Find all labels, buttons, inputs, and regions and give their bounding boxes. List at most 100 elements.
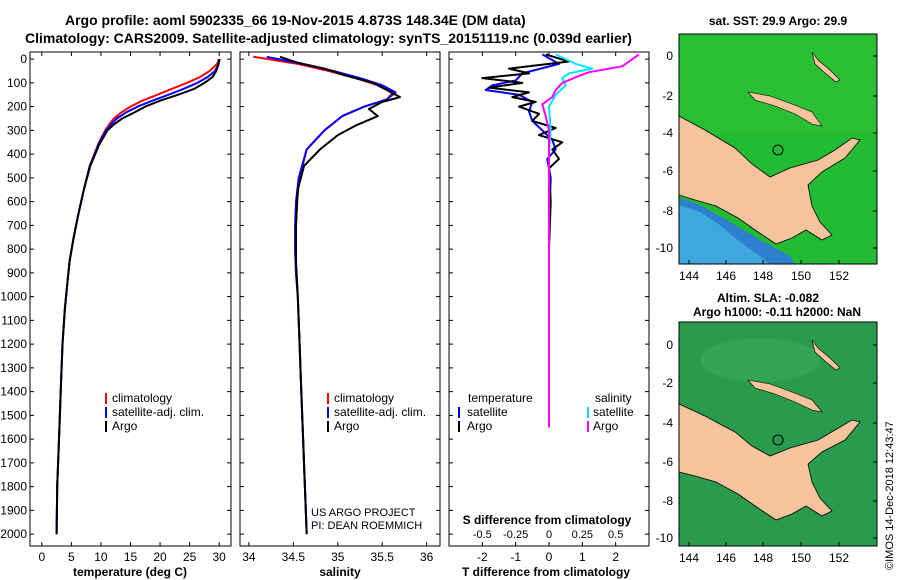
sst-land-new-britain bbox=[747, 91, 823, 127]
x-tick-label: 2 bbox=[612, 550, 619, 564]
legend-argo-label: Argo bbox=[112, 419, 138, 433]
x-tick-label: 0 bbox=[546, 550, 553, 564]
x-tick-label: 25 bbox=[183, 550, 197, 564]
depth-tick-label: 800 bbox=[7, 242, 27, 256]
salinity-legend: climatology satellite-adj. clim. Argo bbox=[327, 391, 426, 433]
depth-tick-label: 1500 bbox=[0, 408, 27, 422]
x-tick-label: 0 bbox=[38, 550, 45, 564]
figure-title-line1: Argo profile: aoml 5902335_66 19-Nov-201… bbox=[65, 12, 526, 28]
project-credit: US ARGO PROJECT bbox=[311, 507, 416, 519]
map-lat-label: 0 bbox=[666, 49, 673, 63]
difference-top-xlabel: S difference from climatology bbox=[463, 513, 632, 527]
map-lat-label: -2 bbox=[662, 376, 673, 390]
imos-watermark: ©IMOS 14-Dec-2018 12:43:47 bbox=[884, 421, 896, 570]
depth-axis: 0 100 200 300 400 500 600 700 800 900 1000 1100 1200… bbox=[0, 52, 27, 541]
series-line-argo bbox=[279, 55, 401, 535]
depth-tick-label: 400 bbox=[7, 147, 27, 161]
depth-tick-label: 1100 bbox=[1, 313, 27, 327]
depth-tick-label: 1800 bbox=[0, 480, 27, 494]
depth-tick-label: 600 bbox=[7, 195, 27, 209]
sla-map-frame bbox=[678, 321, 878, 547]
map-lon-label: 150 bbox=[791, 551, 811, 565]
top-x-tick-label: -0.25 bbox=[503, 529, 528, 541]
x-tick-label: 15 bbox=[124, 550, 138, 564]
map-lon-label: 144 bbox=[679, 269, 699, 283]
series-line-argo bbox=[55, 59, 220, 535]
x-tick-label: 34.5 bbox=[282, 550, 306, 564]
figure-title-line2: Climatology: CARS2009. Satellite-adjuste… bbox=[25, 30, 632, 46]
top-x-tick-label: 0.5 bbox=[608, 529, 623, 541]
sla-map bbox=[678, 321, 878, 547]
pi-credit: PI: DEAN ROEMMICH bbox=[311, 520, 422, 532]
sst-map bbox=[678, 33, 878, 265]
map-lon-label: 148 bbox=[753, 269, 773, 283]
x-tick-label: -1 bbox=[510, 550, 521, 564]
difference-xlabel: T difference from climatology bbox=[462, 565, 630, 579]
sst-map-frame bbox=[678, 33, 878, 265]
depth-tick-label: 1400 bbox=[0, 385, 27, 399]
depth-tick-label: 500 bbox=[7, 171, 27, 185]
series-line-salinity-satellite bbox=[548, 53, 594, 428]
x-tick-label: 1 bbox=[579, 550, 586, 564]
sla-land-new-guinea bbox=[678, 403, 861, 521]
legend-clim-label: climatology bbox=[112, 391, 172, 405]
map-lon-label: 146 bbox=[716, 551, 736, 565]
sla-land-new-ireland bbox=[811, 339, 841, 371]
map-lon-label: 152 bbox=[829, 551, 849, 565]
map-lat-label: -2 bbox=[662, 89, 673, 103]
map-lat-label: 0 bbox=[666, 338, 673, 352]
sst-cool-water-patch2 bbox=[679, 205, 770, 264]
legend-argo-label: Argo bbox=[334, 419, 360, 433]
sst-land-new-guinea bbox=[678, 115, 861, 245]
map-lat-label: -4 bbox=[662, 416, 673, 430]
map-ticks: 144 146 148 150 152 0 -2 -4 -6 -8 -10 144 146 148 150 1… bbox=[656, 49, 877, 565]
depth-tick-label: 200 bbox=[7, 100, 27, 114]
series-line-satellite-adj-clim- bbox=[266, 55, 397, 535]
depth-tick-label: 1300 bbox=[0, 361, 27, 375]
x-tick-label: 20 bbox=[153, 550, 167, 564]
map-lon-label: 144 bbox=[679, 551, 699, 565]
depth-tick-label: 300 bbox=[7, 123, 27, 137]
difference-legend: temperature satellite Argo salinity sate… bbox=[458, 391, 634, 433]
legend-clim-label: climatology bbox=[334, 391, 394, 405]
series-line-salinity-argo bbox=[541, 53, 640, 428]
depth-tick-label: 0 bbox=[20, 52, 27, 66]
sst-argo-location-marker bbox=[772, 144, 784, 156]
sla-map-title-line2: Argo h1000: -0.11 h2000: NaN bbox=[693, 305, 861, 319]
depth-tick-label: 900 bbox=[7, 266, 27, 280]
legend-diff-sal-heading: salinity bbox=[595, 391, 632, 405]
sst-land-new-ireland bbox=[811, 51, 841, 83]
sla-argo-location-marker bbox=[772, 434, 784, 446]
legend-diff-temp-argo-label: Argo bbox=[467, 419, 493, 433]
sla-map-title-line1: Altim. SLA: -0.082 bbox=[717, 291, 819, 305]
salinity-plot: 34 34.5 35 35.5 36 bbox=[240, 52, 440, 564]
map-lat-label: -10 bbox=[656, 241, 674, 255]
depth-tick-label: 2000 bbox=[0, 527, 27, 541]
depth-tick-label: 700 bbox=[7, 218, 27, 232]
sst-map-title: sat. SST: 29.9 Argo: 29.9 bbox=[709, 14, 848, 28]
x-tick-label: 35 bbox=[331, 550, 345, 564]
top-x-tick-label: 0.25 bbox=[572, 529, 593, 541]
legend-diff-temp-heading: temperature bbox=[468, 391, 533, 405]
depth-tick-label: 100 bbox=[7, 76, 27, 90]
map-lat-label: -6 bbox=[662, 164, 673, 178]
legend-diff-temp-sat-label: satellite bbox=[467, 405, 508, 419]
top-x-tick-label: -0.5 bbox=[473, 529, 492, 541]
legend-sat-label: satellite-adj. clim. bbox=[334, 405, 426, 419]
depth-tick-label: 1200 bbox=[0, 337, 27, 351]
map-lat-label: -4 bbox=[662, 126, 673, 140]
temperature-legend: climatology satellite-adj. clim. Argo bbox=[105, 391, 204, 433]
x-tick-label: 36 bbox=[420, 550, 434, 564]
x-tick-label: -2 bbox=[477, 550, 488, 564]
map-lat-label: -6 bbox=[662, 455, 673, 469]
sla-land-new-britain bbox=[747, 379, 823, 413]
legend-diff-sal-argo-label: Argo bbox=[593, 419, 619, 433]
legend-sat-label: satellite-adj. clim. bbox=[112, 405, 204, 419]
depth-tick-label: 1600 bbox=[0, 432, 27, 446]
depth-tick-label: 1700 bbox=[0, 456, 27, 470]
map-lat-label: -8 bbox=[662, 204, 673, 218]
series-line-satellite-adj-clim- bbox=[55, 58, 221, 535]
series-line-temperature-argo bbox=[481, 53, 570, 428]
map-lon-label: 148 bbox=[753, 551, 773, 565]
